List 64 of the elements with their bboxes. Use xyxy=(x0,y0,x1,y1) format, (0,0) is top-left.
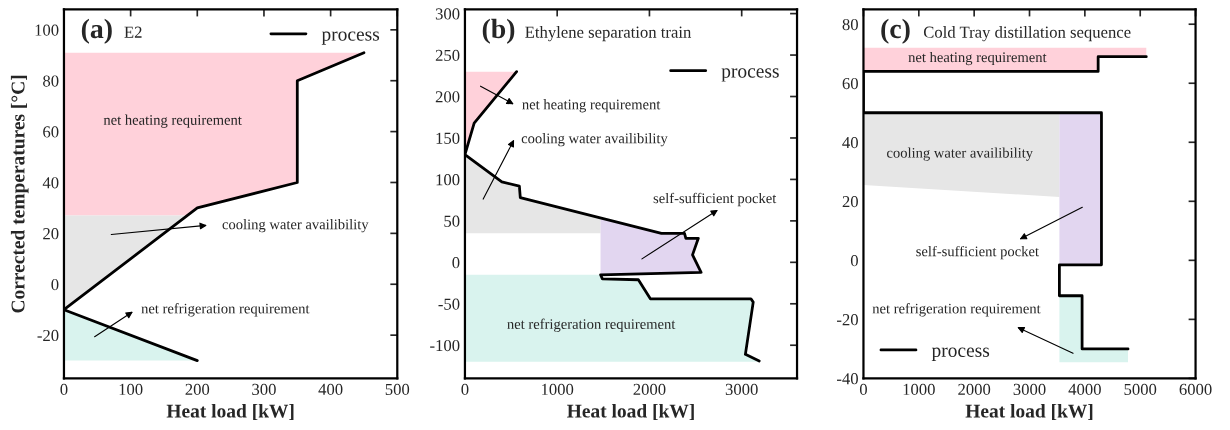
x-axis-title: Heat load [kW] xyxy=(567,403,694,421)
y-tick-label: 60 xyxy=(43,126,59,138)
annotation: cooling water availibility xyxy=(222,219,369,233)
text: Ethylene separation train xyxy=(525,26,692,42)
x-tick-label: 100 xyxy=(119,383,143,395)
y-tick-label: 60 xyxy=(842,77,858,90)
x-tick-label: 0 xyxy=(859,383,867,395)
annotation: cooling water availibility xyxy=(521,133,668,147)
x-tick-label: 4000 xyxy=(1068,383,1101,395)
x-axis-title: Heat load [kW] xyxy=(965,403,1093,421)
chart-title: (b) xyxy=(482,18,515,44)
annotation: self-sufficient pocket xyxy=(653,192,777,207)
y-tick-label: -100 xyxy=(430,339,460,352)
y-tick-label: 200 xyxy=(435,91,460,103)
annotation: net heating requirement xyxy=(103,114,242,128)
y-tick-label: 250 xyxy=(435,49,460,62)
annotation: net heating requirement xyxy=(522,99,661,113)
y-tick-label: 100 xyxy=(436,174,460,186)
annotation: net refrigeration requirement xyxy=(507,318,676,332)
y-axis-title: Corrected temperatures [°C] xyxy=(10,75,29,313)
y-tick-label: -50 xyxy=(438,298,460,310)
annotation: self-sufficient pocket xyxy=(916,245,1039,260)
y-tick-label: 100 xyxy=(35,24,59,36)
x-tick-label: 400 xyxy=(318,383,343,395)
annotation: net refrigeration requirement xyxy=(872,303,1041,317)
y-tick-label: 20 xyxy=(43,228,59,240)
y-tick-label: 150 xyxy=(436,132,460,144)
y-tick-label: 0 xyxy=(850,255,858,267)
x-tick-label: 2000 xyxy=(633,383,666,395)
y-tick-label: 40 xyxy=(42,177,59,189)
legend-label: process xyxy=(321,31,380,45)
chart-title: (c) xyxy=(881,18,910,44)
x-tick-label: 1000 xyxy=(541,383,574,395)
annotation: net refrigeration requirement xyxy=(141,303,310,317)
y-tick-label: 40 xyxy=(842,136,858,149)
y-tick-label: 300 xyxy=(435,8,460,20)
x-tick-label: 200 xyxy=(185,383,210,395)
chart-title: (a) xyxy=(81,18,112,44)
legend-label: process xyxy=(931,347,990,361)
x-tick-label: 3000 xyxy=(725,383,758,395)
x-tick-label: 0 xyxy=(461,383,469,395)
y-tick-label: -40 xyxy=(837,373,858,385)
x-tick-label: 300 xyxy=(252,383,276,395)
y-tick-label: 80 xyxy=(842,18,858,31)
y-tick-label: 80 xyxy=(43,75,59,87)
text: E2 xyxy=(124,26,142,38)
y-tick-label: 0 xyxy=(51,278,59,291)
text: Cold Tray distillation sequence xyxy=(923,26,1131,42)
y-tick-label: 50 xyxy=(444,215,460,227)
legend-label: process xyxy=(721,68,779,82)
x-axis-title: Heat load [kW] xyxy=(166,403,294,421)
x-tick-label: 3000 xyxy=(1013,383,1046,395)
x-tick-label: 6000 xyxy=(1179,383,1212,395)
annotation: cooling water availibility xyxy=(887,147,1034,161)
x-tick-label: 0 xyxy=(60,383,68,395)
x-tick-label: 1000 xyxy=(903,383,935,395)
x-tick-label: 2000 xyxy=(958,383,991,395)
y-tick-label: 0 xyxy=(452,257,460,269)
x-tick-label: 500 xyxy=(385,383,410,395)
y-tick-label: 20 xyxy=(842,196,858,208)
y-tick-label: -20 xyxy=(837,314,858,326)
annotation: net heating requirement xyxy=(908,51,1047,66)
y-tick-label: -20 xyxy=(37,329,59,342)
x-tick-label: 5000 xyxy=(1124,383,1157,395)
